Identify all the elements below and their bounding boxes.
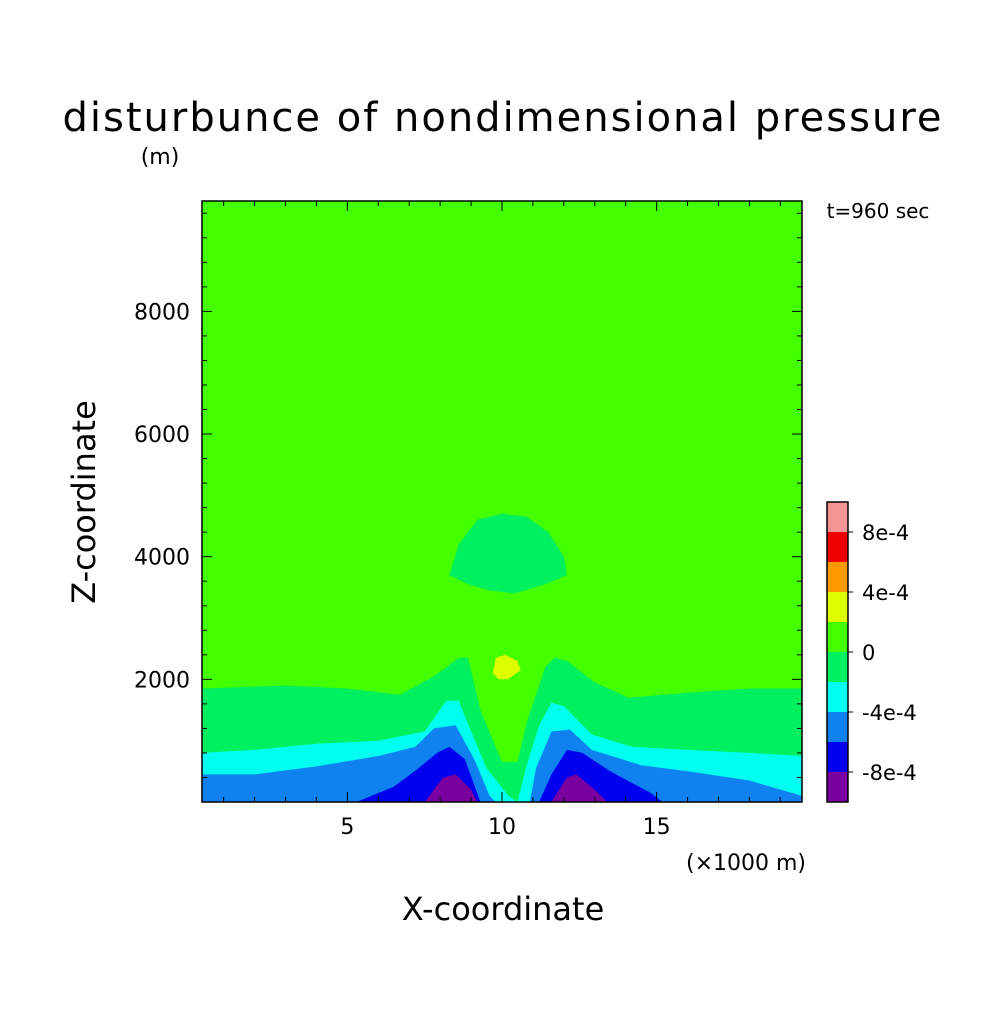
colorbar-band: [827, 592, 848, 622]
colorbar: -8e-4 -4e-4 0 4e-4 8e-4: [826, 501, 917, 803]
contour-region-mid-level-negative-bubble: [449, 513, 567, 594]
colorbar-label: 0: [862, 641, 875, 665]
time-annotation: t=960 sec: [827, 199, 930, 223]
colorbar-label: 4e-4: [862, 581, 909, 605]
y-tick-label: 8000: [134, 300, 190, 325]
x-tick-label: 5: [340, 815, 354, 840]
x-tick-label: 15: [643, 815, 671, 840]
colorbar-band: [827, 622, 848, 652]
x-axis-unit: (×1000 m): [686, 851, 806, 876]
plot-area: [202, 201, 802, 802]
colorbar-band: [827, 652, 848, 682]
colorbar-band: [827, 772, 848, 802]
colorbar-band: [827, 712, 848, 742]
colorbar-label: 8e-4: [862, 521, 909, 545]
x-axis-label: X-coordinate: [402, 890, 605, 928]
contour-region-positive-cell: [492, 654, 521, 680]
colorbar-band: [827, 682, 848, 712]
y-tick-label: 2000: [134, 668, 190, 693]
colorbar-band: [827, 502, 848, 532]
colorbar-band: [827, 532, 848, 562]
chart-title: disturbunce of nondimensional pressure: [63, 95, 944, 141]
x-tick-label: 10: [488, 815, 516, 840]
y-tick-label: 4000: [134, 546, 190, 571]
contour-region-near-surface-lt-6e-4: [202, 725, 802, 802]
contour-region-near-surface-min-left: [424, 774, 478, 802]
y-tick-label: 6000: [134, 423, 190, 448]
colorbar-label: -8e-4: [862, 761, 917, 785]
colorbar-band: [827, 742, 848, 772]
colorbar-label: -4e-4: [862, 701, 917, 725]
colorbar-band: [827, 562, 848, 592]
contour-region-near-surface-min-right: [551, 774, 608, 802]
title-unit: (m): [141, 145, 180, 170]
axes: 5 10 15 2000 4000 6000 8000: [134, 200, 803, 840]
y-axis-label: Z-coordinate: [65, 400, 103, 604]
